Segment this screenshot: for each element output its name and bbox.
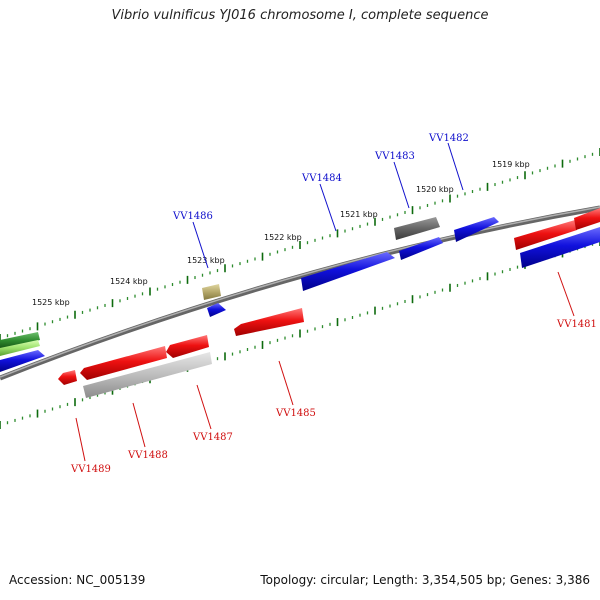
kbp-label: 1524 kbp — [110, 277, 148, 286]
gene-vv1484[interactable] — [301, 252, 395, 291]
lower-scale-ticks — [0, 238, 600, 429]
gene-arrow — [454, 217, 499, 242]
gene-arrow — [83, 352, 212, 398]
gene-arrow — [202, 284, 221, 300]
gene-vv1482[interactable] — [454, 217, 499, 242]
gene-vv1481[interactable] — [514, 208, 600, 268]
gene-arrow — [514, 220, 577, 250]
upper-scale-ticks — [0, 148, 600, 342]
gene-label-vv1489[interactable]: VV1489 — [70, 464, 111, 475]
gene-label-vv1481[interactable]: VV1481 — [556, 319, 597, 330]
kbp-label: 1520 kbp — [416, 185, 454, 194]
gene-arrow — [207, 303, 226, 317]
gene-arrow — [0, 332, 40, 349]
gene-unlabeled-left[interactable] — [0, 332, 45, 372]
gene-label-vv1484[interactable]: VV1484 — [301, 173, 342, 184]
gene-arrow — [574, 208, 600, 230]
gene-arrow — [394, 217, 440, 240]
topology-summary: Topology: circular; Length: 3,354,505 bp… — [260, 573, 590, 587]
gene-vv1487[interactable] — [83, 335, 212, 398]
gene-arrow — [166, 335, 209, 358]
gene-arrow — [520, 227, 600, 268]
gene-arrow — [301, 252, 395, 291]
kbp-label: 1522 kbp — [264, 233, 302, 242]
gene-arrow — [80, 346, 167, 380]
reverse-leader-lines — [75, 271, 575, 462]
kbp-label: 1521 kbp — [340, 210, 378, 219]
kbp-label: 1525 kbp — [32, 298, 70, 307]
gene-arrow — [0, 340, 40, 356]
gene-label-vv1482[interactable]: VV1482 — [428, 133, 469, 144]
gene-label-vv1488[interactable]: VV1488 — [127, 450, 168, 461]
gene-vv1488[interactable] — [80, 346, 167, 380]
gene-label-vv1485[interactable]: VV1485 — [275, 408, 316, 419]
gene-label-vv1486[interactable]: VV1486 — [172, 211, 213, 222]
kbp-label: 1519 kbp — [492, 160, 530, 169]
gene-vv1489[interactable] — [58, 370, 77, 385]
gene-vv1486[interactable] — [202, 284, 226, 317]
forward-leader-lines — [192, 142, 464, 269]
gene-label-vv1487[interactable]: VV1487 — [192, 432, 233, 443]
accession-text: Accession: NC_005139 — [9, 573, 146, 587]
gene-arrow — [0, 350, 45, 372]
gene-arrow — [399, 237, 443, 260]
backbone-line — [0, 205, 600, 381]
gene-arrow — [234, 308, 304, 336]
gene-vv1483[interactable] — [394, 217, 443, 260]
gene-label-vv1483[interactable]: VV1483 — [374, 151, 415, 162]
gene-arrow — [58, 370, 77, 385]
backbone-highlight — [0, 206, 600, 378]
map-title: Vibrio vulnificus YJ016 chromosome I, co… — [111, 8, 489, 23]
gene-vv1485[interactable] — [234, 308, 304, 336]
